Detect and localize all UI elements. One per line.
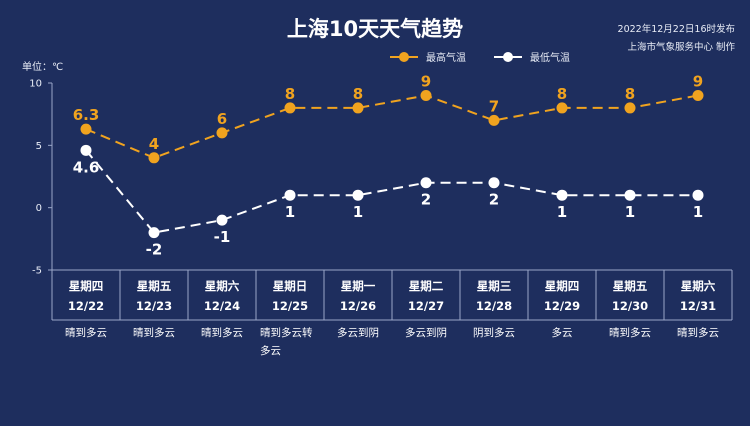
data-point xyxy=(692,89,704,101)
x-tick-weekday: 星期五 xyxy=(137,279,172,293)
data-label: 2 xyxy=(489,191,499,209)
data-label: 4 xyxy=(149,135,159,153)
data-point xyxy=(216,214,228,226)
data-point xyxy=(284,189,296,201)
data-label: -2 xyxy=(146,241,163,259)
data-label: 1 xyxy=(285,203,295,221)
x-tick-date: 12/22 xyxy=(68,299,104,313)
y-tick-label: 10 xyxy=(29,79,42,90)
legend-low-marker xyxy=(503,52,513,62)
data-point xyxy=(488,114,500,126)
legend-high-label: 最高气温 xyxy=(426,51,466,64)
data-label: 8 xyxy=(557,85,567,103)
y-tick-label: -5 xyxy=(32,266,42,277)
data-label: 6.3 xyxy=(73,106,100,124)
x-tick-date: 12/27 xyxy=(408,299,444,313)
data-label: 1 xyxy=(625,203,635,221)
data-point xyxy=(420,177,432,189)
x-tick-date: 12/24 xyxy=(204,299,240,313)
x-tick-weekday: 星期三 xyxy=(477,279,512,293)
data-point xyxy=(556,189,568,201)
x-tick-weekday: 星期四 xyxy=(545,279,580,293)
x-tick-date: 12/28 xyxy=(476,299,512,313)
weather-description: 晴到多云 xyxy=(133,326,175,339)
y-tick-label: 0 xyxy=(36,203,42,214)
legend-low-label: 最低气温 xyxy=(530,51,570,64)
weather-description: 多云到阴 xyxy=(405,326,447,339)
x-tick-date: 12/23 xyxy=(136,299,172,313)
x-tick-date: 12/31 xyxy=(680,299,716,313)
x-tick-weekday: 星期六 xyxy=(205,279,240,293)
data-label: 9 xyxy=(693,72,703,90)
x-tick-weekday: 星期日 xyxy=(273,279,308,293)
x-tick-weekday: 星期二 xyxy=(409,279,444,293)
data-point xyxy=(148,227,160,239)
data-point xyxy=(80,123,92,135)
data-label: 8 xyxy=(625,85,635,103)
data-label: 1 xyxy=(693,203,703,221)
data-point xyxy=(692,189,704,201)
weather-description: 多云 xyxy=(260,344,281,357)
series-line-high xyxy=(85,94,699,159)
weather-description: 晴到多云转 xyxy=(260,326,313,339)
y-axis: 10 5 0 -5 xyxy=(29,79,53,277)
data-label: 1 xyxy=(353,203,363,221)
data-label: 4.6 xyxy=(73,158,100,176)
data-point xyxy=(624,102,636,114)
data-point xyxy=(420,89,432,101)
data-point xyxy=(216,127,228,139)
data-point xyxy=(148,152,160,164)
data-label: 7 xyxy=(489,97,499,115)
data-point xyxy=(284,102,296,114)
data-point xyxy=(556,102,568,114)
x-tick-weekday: 星期四 xyxy=(69,279,104,293)
x-tick-date: 12/25 xyxy=(272,299,308,313)
x-tick-date: 12/30 xyxy=(612,299,648,313)
data-label: 6 xyxy=(217,110,227,128)
weather-description: 晴到多云 xyxy=(65,326,107,339)
data-point xyxy=(488,177,500,189)
data-label: 2 xyxy=(421,191,431,209)
data-point xyxy=(624,189,636,201)
weather-description: 多云到阴 xyxy=(337,326,379,339)
weather-description: 晴到多云 xyxy=(201,326,243,339)
series-low: 4.6 -2 -1 1 1 2 2 1 1 1 xyxy=(73,144,704,259)
data-label: 8 xyxy=(353,85,363,103)
producer: 上海市气象服务中心 制作 xyxy=(627,41,735,53)
weather-description: 多云 xyxy=(552,326,573,339)
chart-title: 上海10天天气趋势 xyxy=(287,17,463,41)
weather-description: 晴到多云 xyxy=(677,326,719,339)
unit-label: 单位：℃ xyxy=(22,60,63,73)
x-axis: 星期四 12/22 晴到多云 星期五 12/23 晴到多云 星期六 12/24 晴到多云 星期日 1… xyxy=(51,269,733,357)
data-point xyxy=(352,189,364,201)
weather-description: 阴到多云 xyxy=(473,326,515,339)
data-label: 9 xyxy=(421,72,431,90)
legend: 最高气温 最低气温 xyxy=(390,51,570,64)
y-tick-label: 5 xyxy=(36,141,42,152)
data-point xyxy=(80,144,92,156)
x-tick-date: 12/26 xyxy=(340,299,376,313)
publish-time: 2022年12月22日16时发布 xyxy=(618,23,735,35)
data-label: 1 xyxy=(557,203,567,221)
weather-description: 晴到多云 xyxy=(609,326,651,339)
legend-high-marker xyxy=(399,52,409,62)
series-high: 6.3 4 6 8 8 9 7 8 8 9 xyxy=(73,72,704,164)
x-tick-weekday: 星期六 xyxy=(681,279,716,293)
x-tick-weekday: 星期一 xyxy=(341,279,376,293)
x-tick-weekday: 星期五 xyxy=(613,279,648,293)
series-line-low xyxy=(85,149,698,234)
data-point xyxy=(352,102,364,114)
data-label: -1 xyxy=(214,228,231,246)
x-tick-date: 12/29 xyxy=(544,299,580,313)
data-label: 8 xyxy=(285,85,295,103)
